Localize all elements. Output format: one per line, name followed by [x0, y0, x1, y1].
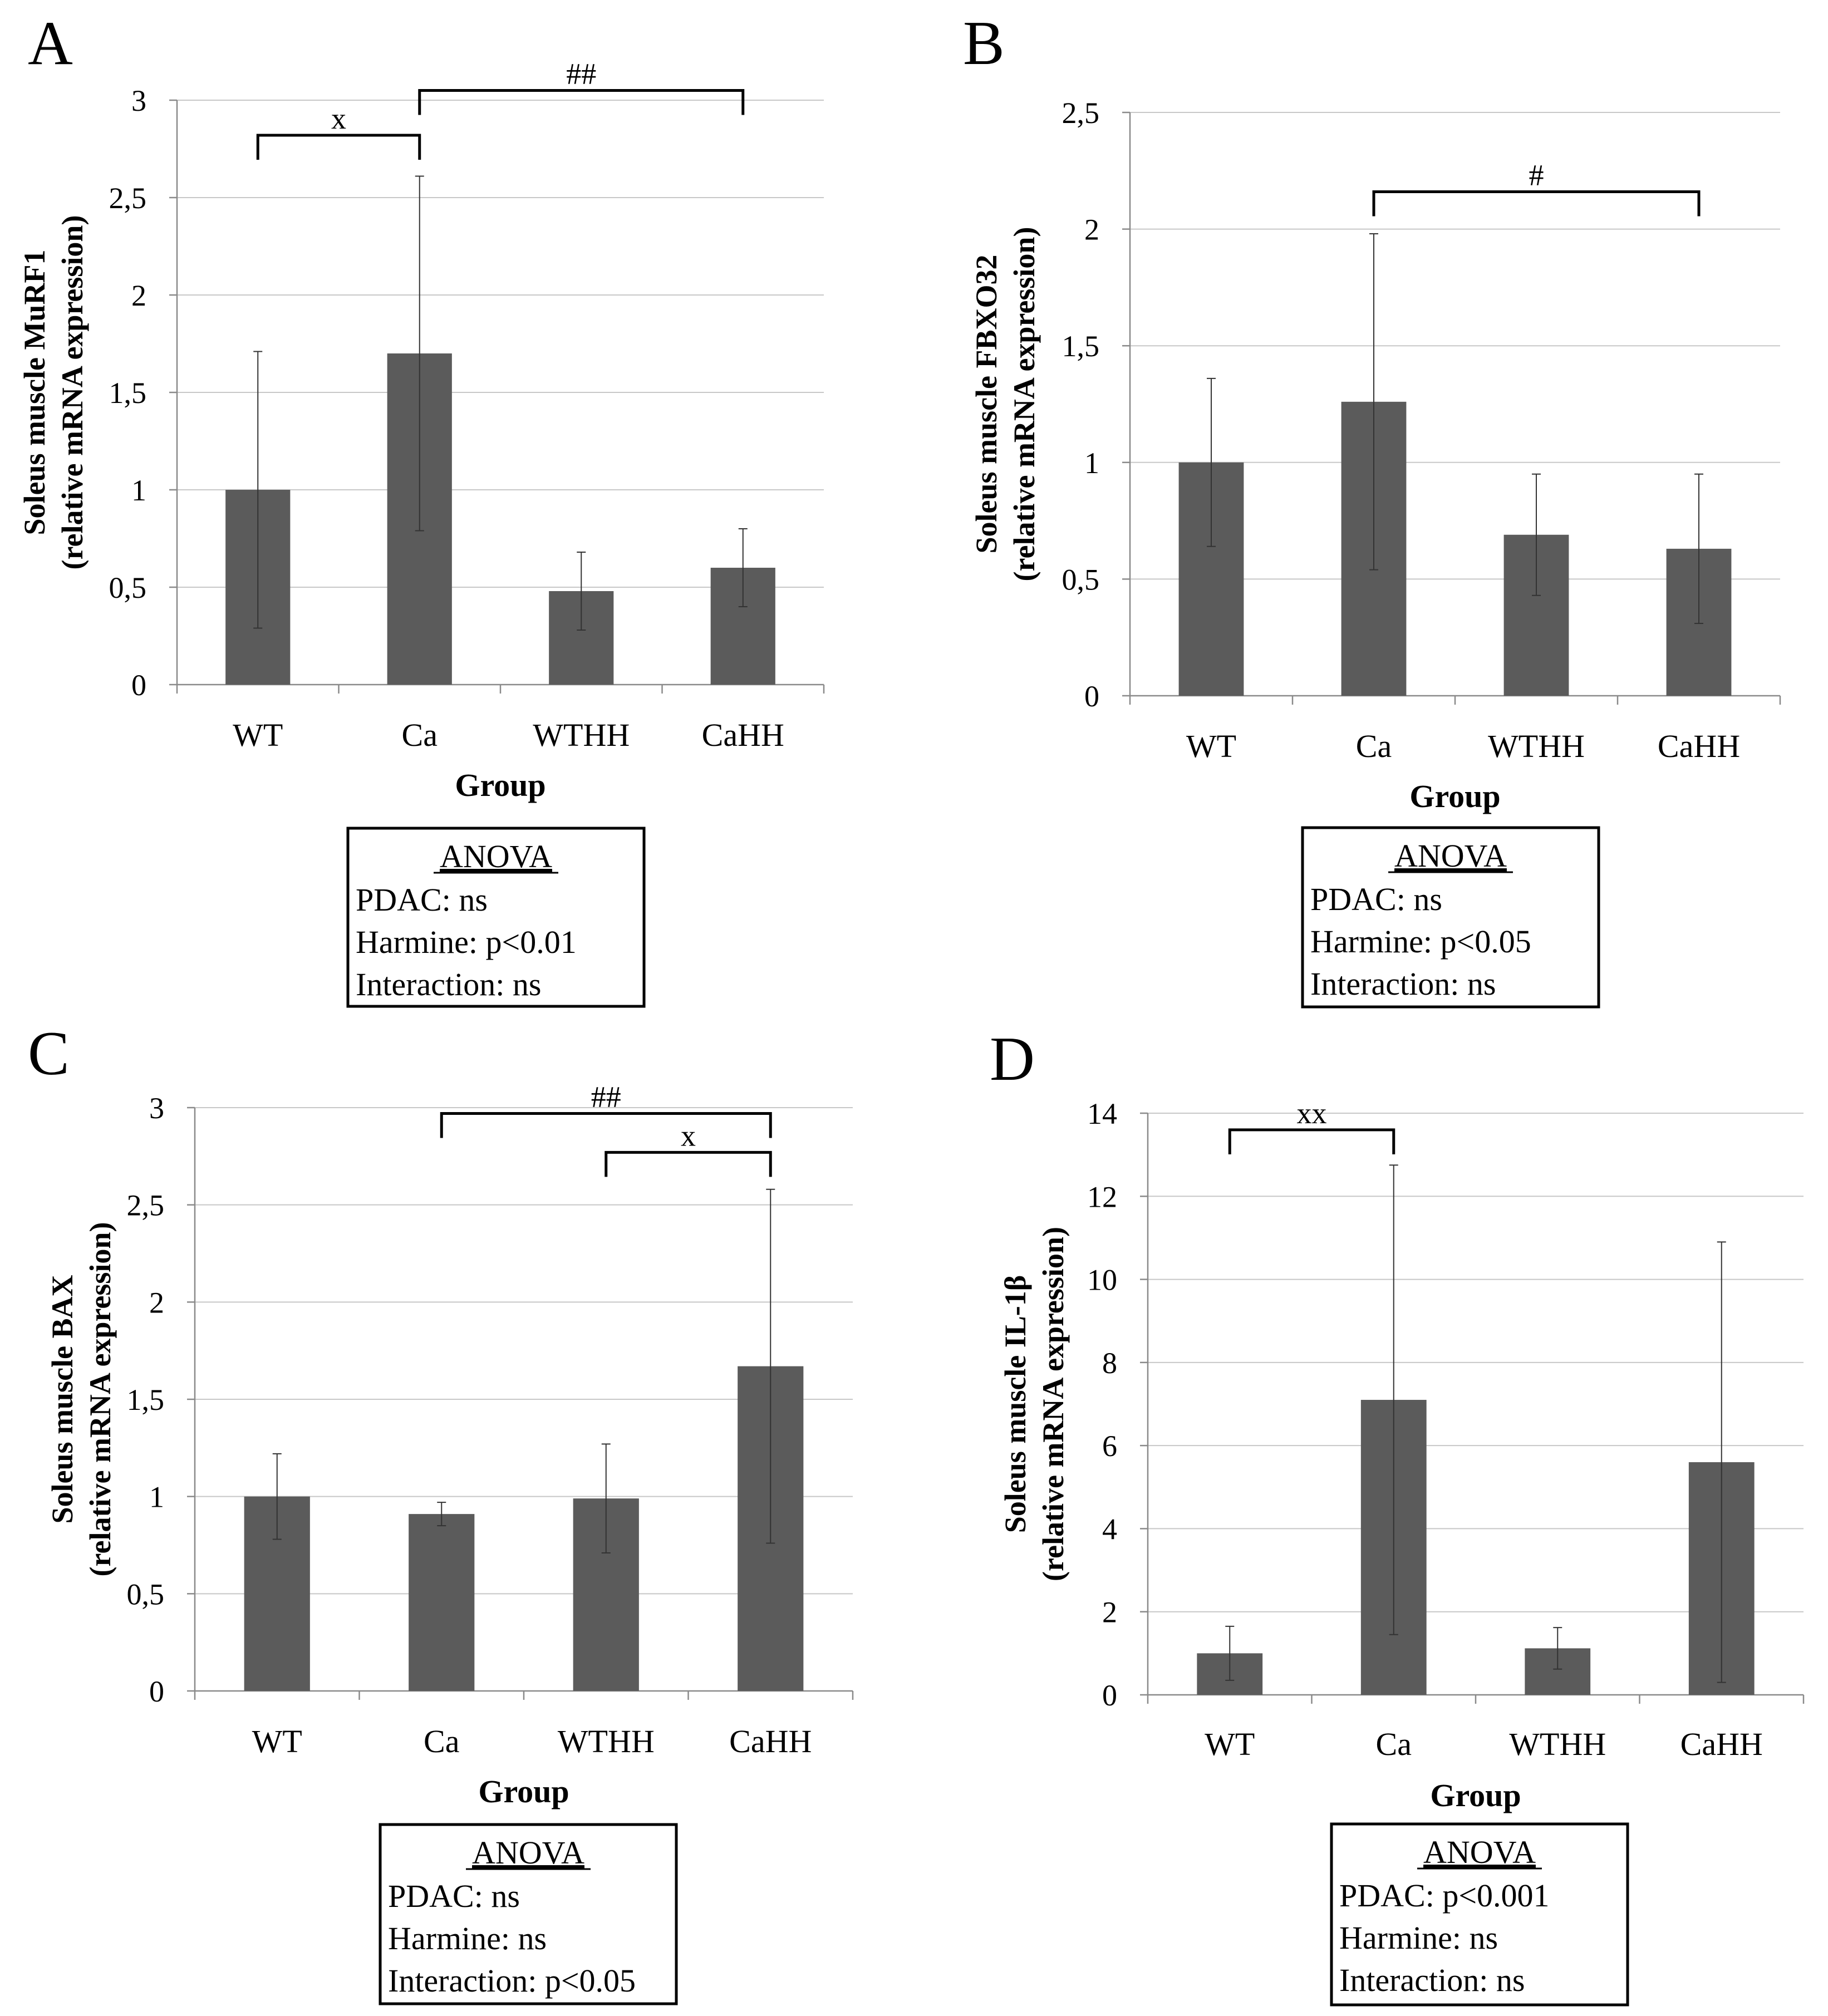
y-tick-label: 1,5 [109, 376, 147, 410]
chart-panel-b: B 0 0,5 1 1,5 2 2,5 WT Ca WTHH CaHH Group Soleus mus… [963, 9, 1781, 1009]
x-tick-label: CaHH [702, 717, 784, 753]
significance-bracket [1372, 190, 1701, 217]
x-tick-label: Ca [1376, 1726, 1412, 1762]
y-axis-subtitle: (relative mRNA expression) [1036, 1227, 1070, 1581]
x-tick-label: WTHH [1488, 728, 1585, 764]
bar-ca [409, 1514, 475, 1691]
x-axis-title: Group [455, 767, 546, 803]
x-tick-label: CaHH [1680, 1726, 1763, 1762]
anova-line: Harmine: ns [388, 1920, 547, 1956]
y-tick-label: 3 [131, 84, 146, 117]
x-tick-label: CaHH [729, 1723, 812, 1759]
significance-bracket [1228, 1128, 1395, 1154]
y-axis-subtitle: (relative mRNA expression) [1008, 227, 1041, 582]
panel-letter: D [990, 1025, 1035, 1094]
y-tick-label: 1 [1084, 446, 1099, 480]
x-tick-label: WTHH [558, 1723, 655, 1759]
y-tick-label: 0 [131, 668, 146, 702]
anova-heading: ANOVA [440, 838, 552, 874]
significance-label: xx [1297, 1096, 1327, 1130]
y-tick-label: 2,5 [127, 1189, 165, 1222]
y-axis-subtitle: (relative mRNA expression) [56, 215, 89, 570]
x-tick-label: WT [1205, 1726, 1255, 1762]
y-axis-title: Soleus muscle BAX [46, 1275, 79, 1523]
y-tick-label: 2 [1084, 213, 1099, 247]
y-tick-label: 2 [149, 1286, 164, 1319]
y-tick-label: 1,5 [127, 1383, 165, 1417]
y-axis-title: Soleus muscle MuRF1 [18, 250, 51, 535]
chart-panel-c: C 0 0,5 1 1,5 2 2,5 3 WT Ca WTHH CaHH Group Soleus mu… [28, 1019, 854, 2005]
y-tick-label: 2 [131, 279, 146, 312]
significance-bracket [418, 89, 745, 115]
chart-panel-d: D 0 2 4 6 8 10 12 14 WT Ca WTHH CaHH Group Soleus musc… [990, 1025, 1805, 2007]
anova-line: PDAC: p<0.001 [1339, 1877, 1550, 1914]
panel-letter: A [28, 9, 73, 78]
y-tick-label: 0,5 [109, 571, 147, 604]
x-tick-label: CaHH [1658, 728, 1740, 764]
panel-letter: C [28, 1019, 70, 1088]
anova-heading: ANOVA [472, 1835, 584, 1871]
y-tick-label: 0,5 [1062, 563, 1100, 596]
significance-label: x [681, 1119, 696, 1152]
y-tick-label: 2,5 [1062, 96, 1100, 130]
anova-heading: ANOVA [1423, 1834, 1536, 1870]
y-tick-label: 1,5 [1062, 330, 1100, 363]
anova-line: Interaction: ns [1339, 1962, 1525, 1998]
significance-label: ## [591, 1080, 621, 1113]
x-tick-label: Ca [424, 1723, 459, 1759]
y-tick-label: 14 [1087, 1097, 1117, 1130]
anova-line: Interaction: ns [356, 966, 541, 1002]
anova-line: PDAC: ns [356, 882, 488, 918]
y-tick-label: 1 [149, 1481, 164, 1514]
anova-box [379, 1823, 678, 2005]
y-axis-subtitle: (relative mRNA expression) [83, 1222, 117, 1577]
y-tick-label: 12 [1087, 1180, 1117, 1213]
y-tick-label: 6 [1102, 1429, 1117, 1463]
y-tick-label: 3 [149, 1091, 164, 1125]
y-tick-label: 0 [1102, 1679, 1117, 1712]
x-tick-label: Ca [402, 717, 438, 753]
significance-label: ## [566, 57, 596, 91]
anova-line: Interaction: ns [1310, 966, 1496, 1002]
anova-line: PDAC: ns [1310, 881, 1442, 917]
y-tick-label: 1 [131, 474, 146, 507]
y-tick-label: 2,5 [109, 181, 147, 215]
significance-bracket [256, 134, 421, 160]
x-tick-label: WTHH [1509, 1726, 1606, 1762]
x-tick-label: WT [1186, 728, 1236, 764]
anova-line: PDAC: ns [388, 1878, 520, 1914]
anova-heading: ANOVA [1394, 838, 1507, 874]
y-tick-label: 2 [1102, 1596, 1117, 1629]
x-tick-label: WTHH [533, 717, 630, 753]
y-axis-title: Soleus muscle IL-1β [999, 1275, 1032, 1533]
significance-label: # [1529, 159, 1544, 192]
anova-box [346, 827, 646, 1008]
anova-box [1330, 1822, 1629, 2007]
x-axis-title: Group [478, 1773, 569, 1810]
anova-line: Harmine: p<0.01 [356, 924, 577, 960]
chart-panel-a: A 0 0,5 1 1,5 2 2,5 3 WT Ca WTHH CaHH Group Soleus mu… [18, 9, 825, 1008]
x-tick-label: Ca [1356, 728, 1392, 764]
y-tick-label: 0,5 [127, 1577, 165, 1611]
anova-line: Harmine: p<0.05 [1310, 923, 1531, 960]
significance-bracket [605, 1150, 772, 1177]
x-tick-label: WT [252, 1723, 302, 1759]
x-tick-label: WT [233, 717, 283, 753]
x-axis-title: Group [1430, 1777, 1521, 1813]
y-axis-title: Soleus muscle FBXO32 [970, 254, 1003, 553]
y-tick-label: 4 [1102, 1512, 1117, 1546]
y-tick-label: 10 [1087, 1263, 1117, 1297]
anova-box [1301, 826, 1600, 1009]
significance-bracket [440, 1112, 772, 1138]
significance-label: x [331, 102, 346, 135]
anova-line: Harmine: ns [1339, 1920, 1498, 1956]
anova-line: Interaction: p<0.05 [388, 1963, 636, 1999]
y-tick-label: 8 [1102, 1346, 1117, 1380]
y-tick-label: 0 [1084, 680, 1099, 713]
panel-letter: B [963, 9, 1005, 78]
x-axis-title: Group [1409, 778, 1500, 814]
y-tick-label: 0 [149, 1675, 164, 1708]
